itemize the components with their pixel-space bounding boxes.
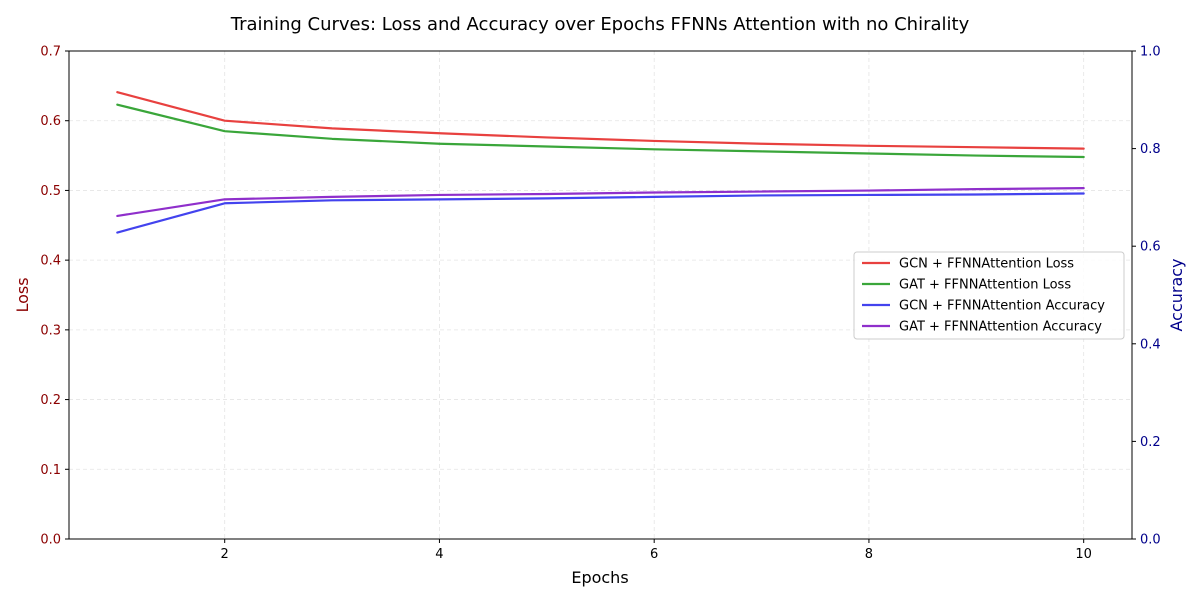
legend-label-2: GAT + FFNNAttention Loss xyxy=(899,278,1071,293)
legend-label-4: GAT + FFNNAttention Accuracy xyxy=(899,320,1102,335)
right-y-tick-label: 0.8 xyxy=(1140,142,1161,157)
x-axis-label: Epochs xyxy=(571,568,628,587)
series-layer xyxy=(116,91,1085,234)
right-y-tick-label: 0.4 xyxy=(1140,337,1161,352)
legend-label-1: GCN + FFNNAttention Loss xyxy=(899,257,1074,272)
x-tick-label: 6 xyxy=(650,547,658,562)
chart-title: Training Curves: Loss and Accuracy over … xyxy=(230,14,970,35)
left-y-tick-label: 0.1 xyxy=(40,463,61,478)
right-y-tick-label: 0.2 xyxy=(1140,435,1161,450)
left-y-tick-label: 0.5 xyxy=(40,184,61,199)
x-tick-label: 4 xyxy=(435,547,443,562)
right-y-axis-label: Accuracy xyxy=(1167,258,1186,331)
left-y-tick-label: 0.6 xyxy=(40,114,61,129)
series-line-4 xyxy=(116,187,1085,218)
series-line-1 xyxy=(116,91,1085,150)
x-tick-label: 2 xyxy=(221,547,229,562)
left-y-axis-label: Loss xyxy=(13,277,32,312)
left-y-tick-label: 0.3 xyxy=(40,323,61,338)
x-tick-label: 10 xyxy=(1075,547,1092,562)
series-line-3 xyxy=(116,192,1085,234)
legend-label-3: GCN + FFNNAttention Accuracy xyxy=(899,299,1105,314)
left-y-tick-label: 0.0 xyxy=(40,533,61,548)
right-y-tick-label: 1.0 xyxy=(1140,45,1161,60)
axes-layer: 2 4 6 8 10 0.0 0.1 0.2 0.3 0.4 0.5 0.6 0.7 0.0 0.2 0.4 0… xyxy=(40,45,1160,563)
right-y-tick-label: 0.0 xyxy=(1140,533,1161,548)
left-y-tick-label: 0.4 xyxy=(40,254,61,269)
legend: GCN + FFNNAttention Loss GAT + FFNNAttent… xyxy=(853,251,1125,340)
legend-box xyxy=(853,251,1125,340)
x-tick-label: 8 xyxy=(865,547,873,562)
left-y-tick-label: 0.2 xyxy=(40,393,61,408)
series-line-2 xyxy=(116,103,1085,159)
right-y-tick-label: 0.6 xyxy=(1140,240,1161,255)
left-y-tick-label: 0.7 xyxy=(40,45,61,60)
